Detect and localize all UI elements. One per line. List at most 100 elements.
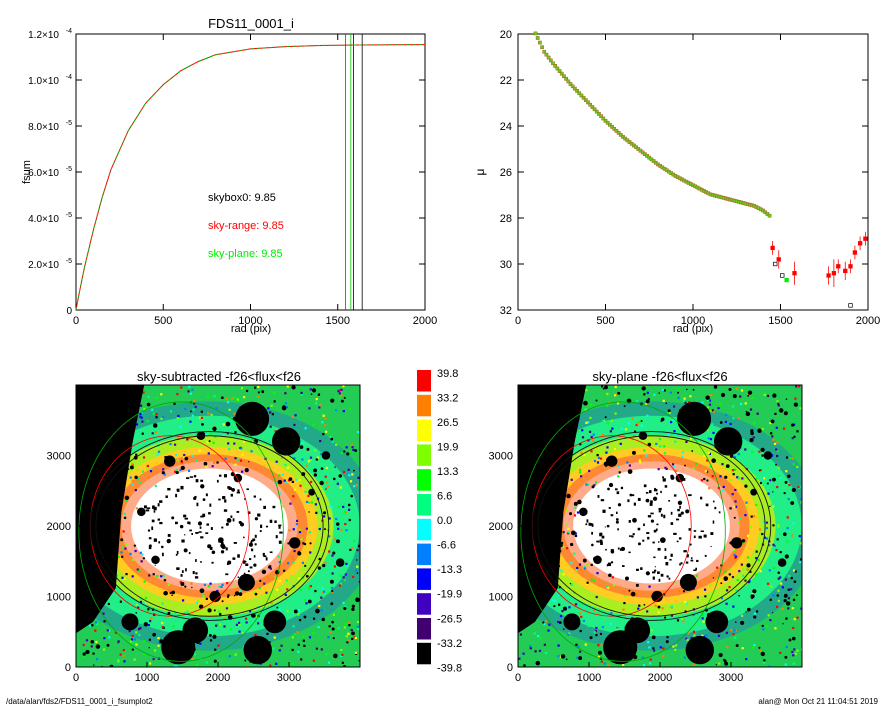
profile-point [540, 45, 544, 50]
outer-point [770, 245, 775, 251]
masked-source [261, 390, 265, 394]
masked-source [778, 408, 784, 413]
noise-pixel [674, 434, 677, 437]
mask-dot [673, 494, 677, 497]
noise-pixel [547, 629, 550, 632]
colorbar-label: -19.9 [437, 589, 462, 601]
mask-dot [662, 478, 666, 482]
noise-pixel [616, 402, 620, 405]
masked-source [276, 606, 279, 609]
noise-pixel [618, 471, 621, 474]
noise-pixel [331, 554, 334, 557]
noise-pixel [657, 468, 660, 471]
noise-pixel [205, 465, 208, 468]
masked-source [725, 464, 730, 468]
noise-pixel [672, 465, 676, 469]
noise-pixel [314, 449, 317, 452]
panel-fsum-ylabel: fsum [21, 160, 33, 184]
noise-pixel [568, 606, 571, 609]
noise-pixel [285, 579, 288, 582]
noise-pixel [560, 569, 563, 572]
profile-point [553, 64, 558, 68]
masked-source [761, 624, 765, 628]
mask-dot [660, 490, 662, 494]
profile-point [570, 84, 575, 89]
masked-star [675, 473, 685, 483]
noise-pixel [293, 423, 296, 427]
masked-source [240, 422, 244, 426]
noise-pixel [96, 622, 99, 626]
noise-pixel [329, 630, 332, 634]
noise-pixel [574, 532, 577, 535]
noise-pixel [644, 403, 648, 406]
masked-star [705, 610, 729, 634]
mask-dot [189, 476, 194, 478]
noise-pixel [753, 422, 756, 425]
masked-star [579, 507, 588, 517]
noise-pixel [343, 510, 347, 513]
noise-pixel [307, 460, 310, 463]
masked-source [558, 621, 562, 624]
noise-pixel [292, 561, 295, 564]
masked-source [777, 571, 781, 574]
masked-star [271, 427, 301, 456]
masked-source [643, 603, 646, 606]
noise-pixel [300, 658, 303, 661]
masked-source [720, 392, 726, 398]
noise-pixel [599, 657, 603, 660]
noise-pixel [737, 477, 740, 480]
noise-pixel [557, 593, 560, 596]
noise-pixel [237, 442, 240, 445]
noise-pixel [773, 442, 777, 445]
noise-pixel [648, 646, 651, 649]
masked-source [244, 659, 247, 662]
y-tick-label: 1.2×10 [28, 30, 59, 41]
mask-dot [607, 562, 612, 567]
noise-pixel [303, 542, 307, 546]
noise-pixel [583, 567, 587, 570]
masked-source [691, 450, 694, 452]
mask-dot [181, 570, 184, 573]
noise-pixel [236, 458, 239, 461]
mask-dot [152, 505, 155, 509]
noise-pixel [333, 538, 337, 541]
noise-pixel [205, 597, 208, 601]
noise-pixel [308, 636, 312, 639]
noise-pixel [779, 576, 782, 579]
noise-pixel [237, 399, 240, 402]
mask-dot [192, 571, 195, 575]
noise-pixel [573, 514, 577, 517]
noise-pixel [794, 570, 797, 573]
masked-source [745, 611, 747, 613]
noise-pixel [677, 396, 680, 399]
noise-pixel [144, 619, 148, 622]
y-tick-label: 0 [66, 306, 72, 317]
masked-source [604, 464, 608, 467]
mask-dot [591, 531, 593, 535]
mask-dot [669, 558, 672, 561]
noise-pixel [130, 638, 134, 641]
noise-pixel [659, 646, 662, 649]
noise-pixel [788, 540, 791, 543]
masked-source [334, 466, 336, 468]
noise-pixel [580, 615, 583, 619]
noise-pixel [274, 430, 277, 433]
noise-pixel [341, 653, 344, 657]
noise-pixel [692, 613, 695, 617]
masked-source [724, 475, 728, 479]
noise-pixel [338, 395, 341, 398]
noise-pixel [762, 628, 765, 631]
masked-source [218, 612, 222, 616]
y-tick-label: 32 [500, 305, 512, 317]
noise-pixel [610, 419, 613, 422]
noise-pixel [624, 595, 627, 598]
noise-pixel [138, 569, 141, 573]
profile-point [610, 124, 614, 129]
noise-pixel [254, 386, 257, 389]
noise-pixel [742, 541, 745, 545]
noise-pixel [172, 625, 175, 628]
noise-pixel [797, 485, 800, 489]
noise-pixel [102, 612, 105, 615]
masked-source [604, 385, 608, 390]
profile-point [559, 71, 564, 76]
